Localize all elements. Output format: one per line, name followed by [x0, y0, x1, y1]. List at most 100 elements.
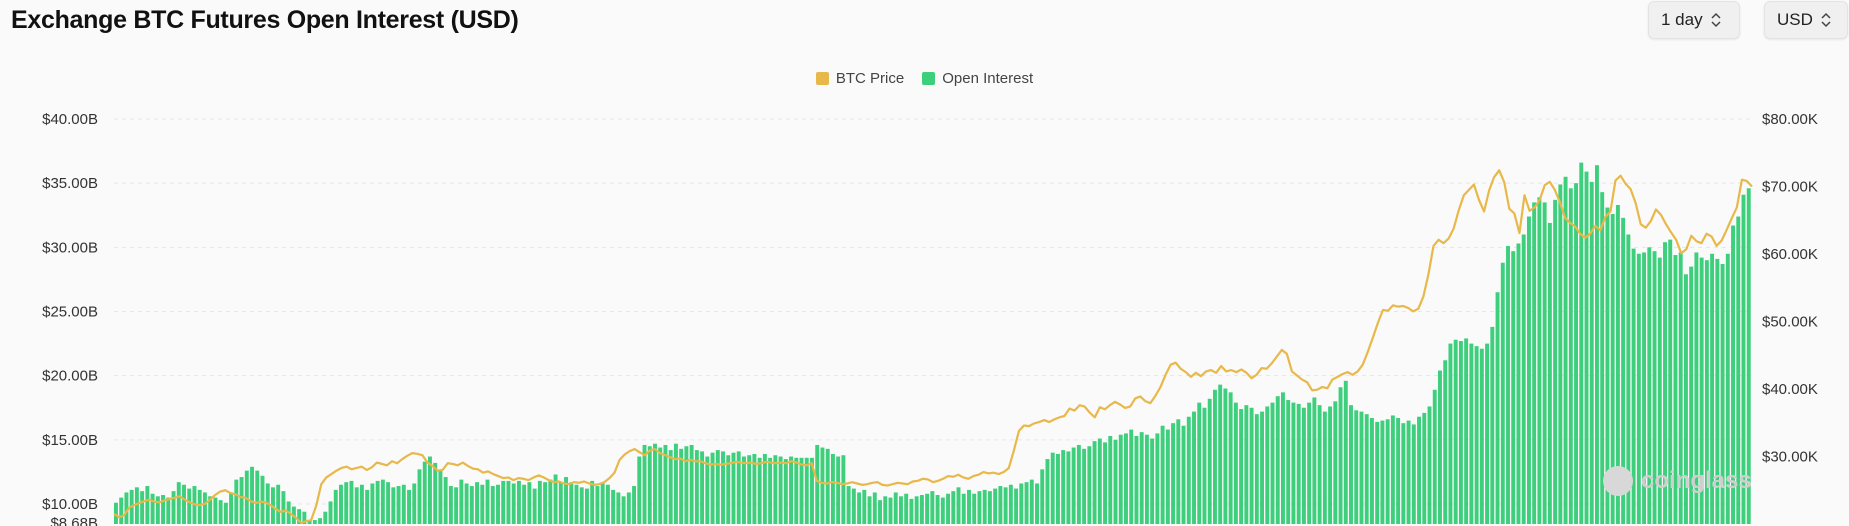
open-interest-bar[interactable]	[972, 493, 977, 524]
open-interest-bar[interactable]	[1605, 207, 1610, 525]
open-interest-bar[interactable]	[794, 457, 799, 524]
open-interest-bar[interactable]	[333, 489, 338, 524]
btc-price-line[interactable]	[113, 169, 1753, 524]
open-interest-bar[interactable]	[1035, 483, 1039, 524]
open-interest-bar[interactable]	[150, 493, 155, 524]
open-interest-bar[interactable]	[1307, 402, 1312, 524]
open-interest-bar[interactable]	[454, 487, 459, 524]
open-interest-bar[interactable]	[1621, 217, 1626, 524]
open-interest-bar[interactable]	[380, 479, 385, 524]
open-interest-bar[interactable]	[1071, 447, 1076, 524]
open-interest-bar[interactable]	[496, 484, 500, 524]
open-interest-bar[interactable]	[705, 456, 710, 524]
open-interest-bar[interactable]	[1490, 326, 1495, 524]
open-interest-bar[interactable]	[1589, 181, 1594, 524]
open-interest-bar[interactable]	[260, 475, 265, 524]
open-interest-bar[interactable]	[328, 501, 333, 524]
open-interest-bar[interactable]	[1045, 459, 1050, 524]
open-interest-bar[interactable]	[354, 487, 359, 524]
open-interest-bar[interactable]	[516, 480, 521, 524]
open-interest-bar[interactable]	[1453, 339, 1458, 524]
open-interest-bar[interactable]	[1244, 405, 1249, 524]
open-interest-bar[interactable]	[741, 456, 746, 524]
open-interest-bar[interactable]	[1338, 387, 1343, 524]
open-interest-bar[interactable]	[1401, 423, 1406, 524]
open-interest-bar[interactable]	[1579, 162, 1584, 524]
open-interest-bar[interactable]	[412, 483, 417, 524]
open-interest-bar[interactable]	[1160, 425, 1165, 524]
open-interest-bar[interactable]	[1542, 202, 1547, 525]
open-interest-bar[interactable]	[878, 500, 882, 524]
open-interest-bar[interactable]	[1506, 246, 1510, 525]
open-interest-bar[interactable]	[1029, 479, 1034, 524]
open-interest-bar[interactable]	[1396, 418, 1401, 524]
open-interest-bar[interactable]	[213, 497, 218, 524]
open-interest-bar[interactable]	[1558, 184, 1563, 524]
open-interest-bar[interactable]	[1375, 421, 1380, 524]
open-interest-bar[interactable]	[1223, 388, 1228, 525]
open-interest-bar[interactable]	[1736, 216, 1741, 524]
open-interest-bar[interactable]	[1328, 406, 1333, 524]
open-interest-bar[interactable]	[621, 496, 626, 524]
open-interest-bar[interactable]	[1626, 234, 1631, 525]
open-interest-bar[interactable]	[600, 483, 605, 524]
open-interest-bar[interactable]	[255, 470, 260, 524]
open-interest-bar[interactable]	[1668, 239, 1673, 524]
open-interest-bar[interactable]	[1715, 258, 1720, 524]
open-interest-bar[interactable]	[1553, 199, 1558, 524]
open-interest-bar[interactable]	[1171, 423, 1176, 524]
open-interest-bar[interactable]	[1741, 194, 1746, 524]
open-interest-bar[interactable]	[830, 453, 835, 524]
open-interest-bar[interactable]	[202, 492, 207, 524]
open-interest-bar[interactable]	[872, 492, 877, 524]
open-interest-bar[interactable]	[820, 447, 825, 524]
open-interest-bar[interactable]	[658, 447, 663, 524]
open-interest-bar[interactable]	[1113, 439, 1118, 524]
open-interest-bar[interactable]	[893, 492, 898, 524]
open-interest-bar[interactable]	[1600, 192, 1605, 524]
open-interest-bar[interactable]	[956, 487, 961, 524]
open-interest-bar[interactable]	[1663, 242, 1667, 524]
open-interest-bar[interactable]	[1270, 402, 1275, 524]
open-interest-bar[interactable]	[632, 486, 637, 524]
open-interest-bar[interactable]	[1265, 406, 1270, 524]
open-interest-bar[interactable]	[1689, 266, 1694, 524]
open-interest-bar[interactable]	[574, 484, 579, 524]
open-interest-bar[interactable]	[653, 443, 657, 524]
open-interest-bar[interactable]	[318, 518, 323, 524]
open-interest-bar[interactable]	[1134, 435, 1139, 524]
open-interest-bar[interactable]	[1008, 484, 1013, 524]
open-interest-bar[interactable]	[344, 482, 349, 524]
open-interest-bar[interactable]	[967, 489, 971, 524]
open-interest-bar[interactable]	[1390, 415, 1395, 524]
open-interest-bar[interactable]	[1092, 441, 1097, 524]
open-interest-bar[interactable]	[1218, 384, 1223, 524]
open-interest-bar[interactable]	[391, 487, 396, 524]
legend-item-open-interest[interactable]: Open Interest	[922, 70, 1033, 87]
open-interest-bar[interactable]	[506, 480, 511, 524]
open-interest-bar[interactable]	[904, 493, 909, 524]
open-interest-bar[interactable]	[726, 455, 731, 524]
open-interest-bar[interactable]	[1647, 247, 1652, 524]
open-interest-bar[interactable]	[223, 502, 228, 524]
open-interest-bar[interactable]	[1652, 251, 1657, 524]
open-interest-bar[interactable]	[1082, 448, 1087, 524]
open-interest-bar[interactable]	[1584, 171, 1589, 524]
open-interest-bar[interactable]	[700, 451, 705, 524]
open-interest-bar[interactable]	[386, 482, 391, 524]
open-interest-bar[interactable]	[1176, 419, 1181, 524]
open-interest-bar[interactable]	[961, 493, 966, 524]
open-interest-bar[interactable]	[396, 486, 401, 524]
open-interest-bar[interactable]	[448, 486, 453, 524]
open-interest-bar[interactable]	[694, 450, 699, 524]
open-interest-bar[interactable]	[511, 483, 516, 524]
open-interest-bar[interactable]	[1521, 234, 1526, 525]
open-interest-bar[interactable]	[1411, 424, 1416, 524]
open-interest-bar[interactable]	[422, 461, 427, 524]
open-interest-bar[interactable]	[919, 495, 924, 524]
open-interest-bar[interactable]	[684, 446, 689, 524]
open-interest-bar[interactable]	[925, 493, 930, 524]
open-interest-bar[interactable]	[433, 462, 438, 524]
open-interest-bar[interactable]	[1458, 341, 1463, 524]
open-interest-bar[interactable]	[145, 486, 150, 524]
